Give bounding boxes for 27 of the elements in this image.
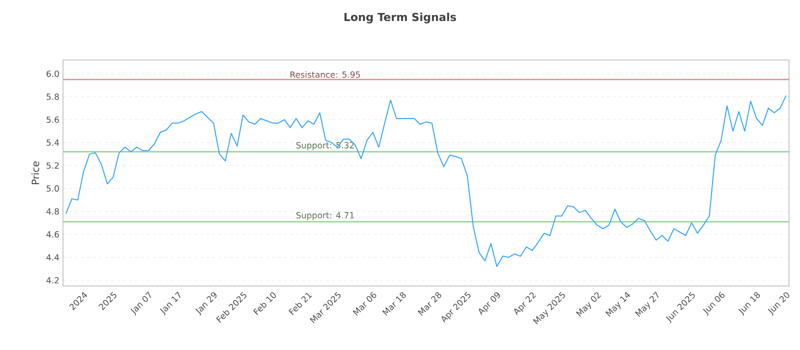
x-tick-label: Apr 22 xyxy=(514,292,536,316)
y-tick-label: 5.8 xyxy=(46,94,59,100)
x-tick-label: Feb 10 xyxy=(253,292,276,316)
y-tick-label: 6.0 xyxy=(46,70,59,77)
y-tick-label: 4.8 xyxy=(46,208,59,215)
y-tick-label: 4.4 xyxy=(46,254,59,260)
ref-line-label: Support: 4.71 xyxy=(296,212,354,220)
y-tick-label: 5.0 xyxy=(46,185,59,192)
x-tick-label: Jan 07 xyxy=(130,292,151,316)
x-tick-label: Mar 06 xyxy=(352,292,376,316)
x-tick-label: Mar 28 xyxy=(418,292,442,316)
y-tick-label: 5.4 xyxy=(46,139,59,146)
x-tick-label: Mar 18 xyxy=(382,292,406,316)
y-tick-label: 4.6 xyxy=(46,231,59,238)
ref-line-label: Resistance: 5.95 xyxy=(290,71,360,78)
x-tick-label: Jan 29 xyxy=(195,292,217,316)
x-tick-label: Feb 21 xyxy=(288,292,312,316)
y-tick-label: 5.2 xyxy=(46,162,59,169)
y-tick-label: 5.6 xyxy=(46,116,59,123)
chart-title: Long Term Signals xyxy=(344,12,456,24)
x-tick-label: Jun 06 xyxy=(702,292,724,316)
x-tick-label: Apr 09 xyxy=(478,292,500,316)
y-tick-label: 4.2 xyxy=(46,277,59,284)
y-axis-title: Price xyxy=(31,161,40,184)
x-tick-label: Jun 20 xyxy=(768,292,790,316)
x-tick-label: Jun 18 xyxy=(738,292,760,316)
x-tick-label: Jan 17 xyxy=(160,292,180,316)
